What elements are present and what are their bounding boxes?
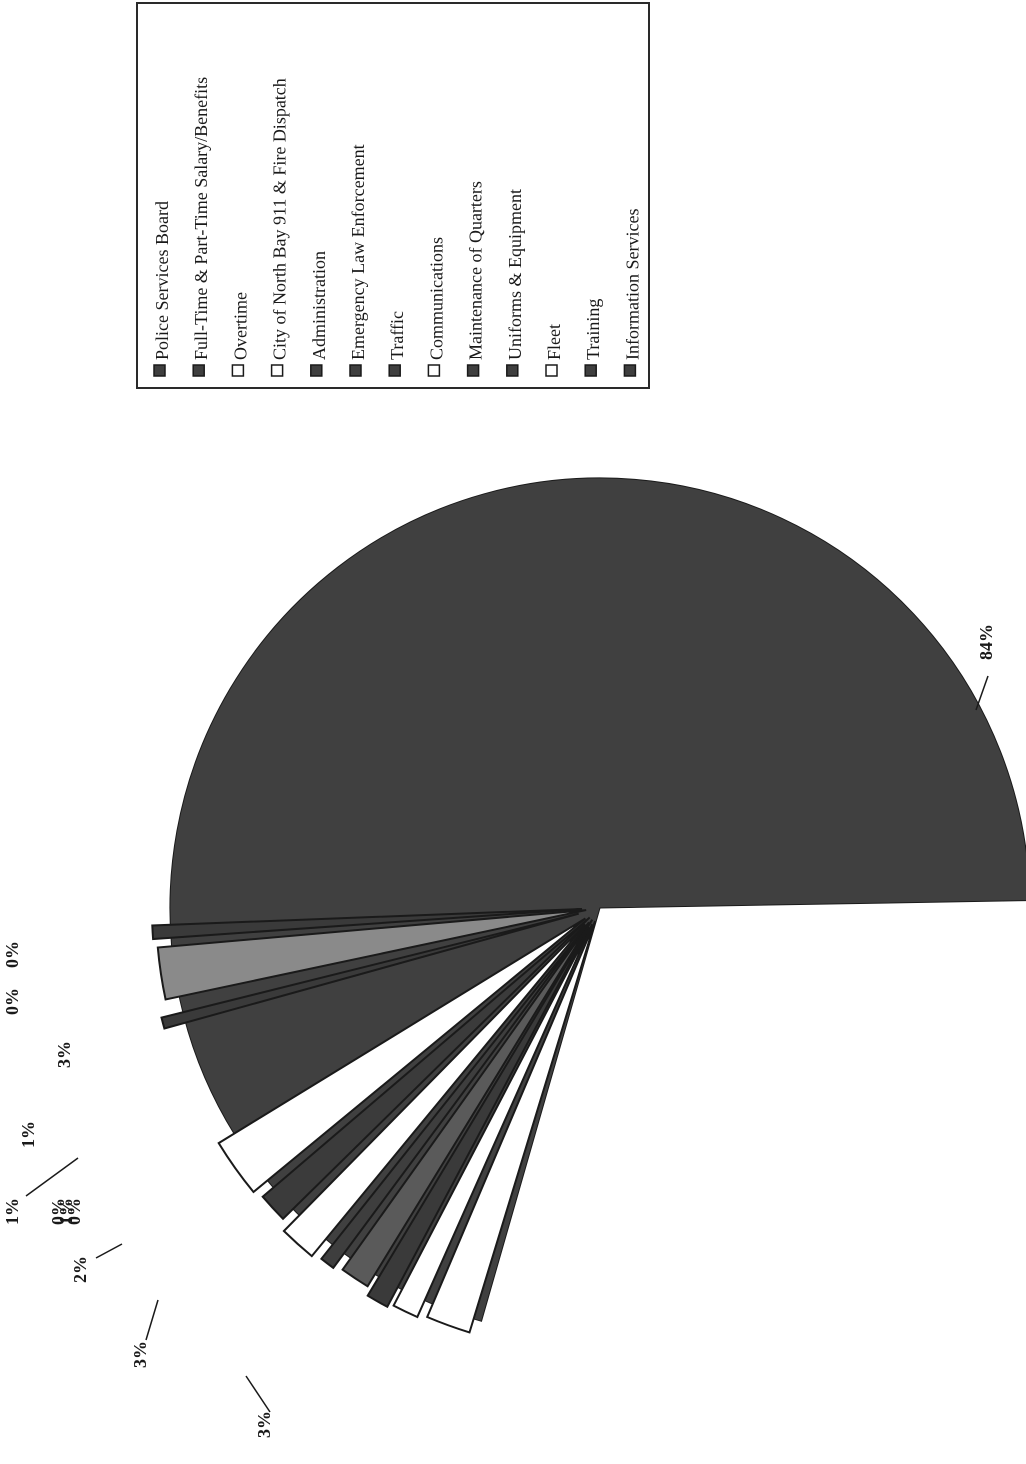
legend-swatch [153,364,166,377]
legend-swatch [545,364,558,377]
legend-entry-emergency-law-enforcement: Emergency Law Enforcement [348,144,368,377]
data-label-10: 2% [70,1256,90,1283]
leader-line-11 [145,1299,159,1341]
data-label-5: 1% [18,1121,38,1148]
data-label-9: 0% [64,1198,84,1225]
legend-swatch [506,364,519,377]
legend-label: Maintenance of Quarters [466,181,486,360]
legend-box [136,2,650,389]
data-label-11: 3% [130,1341,150,1368]
leader-line-12 [245,1375,271,1413]
pie-slice-training [156,909,587,1001]
legend-label: Administration [309,251,329,360]
data-label-4: 3% [54,1041,74,1068]
legend-label: City of North Bay 911 & Fire Dispatch [270,78,290,360]
data-label-12: 3% [254,1411,274,1438]
legend-label: Uniforms & Equipment [505,189,525,360]
pie-slice-emergency-law-enforcement [341,919,594,1288]
legend-swatch [231,364,245,377]
pie-slice-information-services [151,907,583,941]
legend-label: Traffic [387,311,407,360]
legend-label: Communications [426,237,446,360]
data-label-8: 1% [56,1198,76,1225]
legend-label: Fleet [544,324,564,360]
data-label-6: 1% [2,1198,22,1225]
legend-entry-fleet: Fleet [544,324,564,377]
legend-entry-training: Training [583,299,603,377]
leader-line-10 [95,1243,123,1259]
pie-slice-fleet [160,912,579,1030]
label-leader-lines [25,675,989,1413]
leader-line-6 [25,1157,79,1197]
legend-label: Emergency Law Enforcement [348,144,368,360]
legend-items: Police Services Board Full-Time & Part-Ti… [152,77,642,377]
legend-swatch [623,364,637,377]
legend-entry-traffic: Traffic [387,311,407,377]
legend-entry-city-of-north-bay-911-and-fire-dispatch: City of North Bay 911 & Fire Dispatch [270,78,290,377]
pie-slice-traffic [319,921,590,1270]
data-label-7: 0% [48,1198,68,1225]
legend-label: Overtime [230,292,250,360]
pie-slice-administration [366,926,591,1309]
legend-swatch [192,364,205,377]
pie-slice-uniforms-and-equipment [217,917,586,1194]
pie-slice-city-of-north-bay-911-and-fire-dispatch [392,923,594,1319]
legend-entry-maintenance-of-quarters: Maintenance of Quarters [466,181,486,377]
data-label-3: 0% [2,988,22,1015]
percent-labels: 84%0%0%3%1%1% 0%1%0%2%3%3% [2,624,996,1438]
legend-entry-overtime: Overtime [230,292,250,377]
legend-swatch [584,364,597,377]
legend-swatch [310,364,323,377]
pie-slice-maintenance-of-quarters [261,916,591,1221]
legend-entry-police-services-board: Police Services Board [152,201,172,377]
legend-swatch [427,364,441,377]
legend-swatch [388,364,401,377]
legend-swatch [270,364,284,377]
pie-slice-overtime [425,920,597,1334]
legend-label: Training [583,299,603,360]
legend-entry-uniforms-and-equipment: Uniforms & Equipment [505,189,525,377]
legend-swatch [349,364,362,377]
legend-entry-information-services: Information Services [622,209,642,377]
leader-line-1 [975,675,989,711]
legend-entry-full-time-and-part-time-salary-benefits: Full-Time & Part-Time Salary/Benefits [191,77,211,377]
legend-entry-administration: Administration [309,251,329,377]
pie-slices [151,477,1026,1334]
legend-label: Full-Time & Part-Time Salary/Benefits [191,77,211,360]
legend-entry-communications: Communications [426,237,446,377]
pie-slice-communications [282,923,587,1258]
data-label-1: 84% [976,624,996,660]
legend: Police Services Board Full-Time & Part-Ti… [136,2,650,389]
data-label-2: 0% [2,941,22,968]
legend-label: Police Services Board [152,201,172,360]
legend-label: Information Services [622,209,642,360]
legend-swatch [466,364,480,377]
